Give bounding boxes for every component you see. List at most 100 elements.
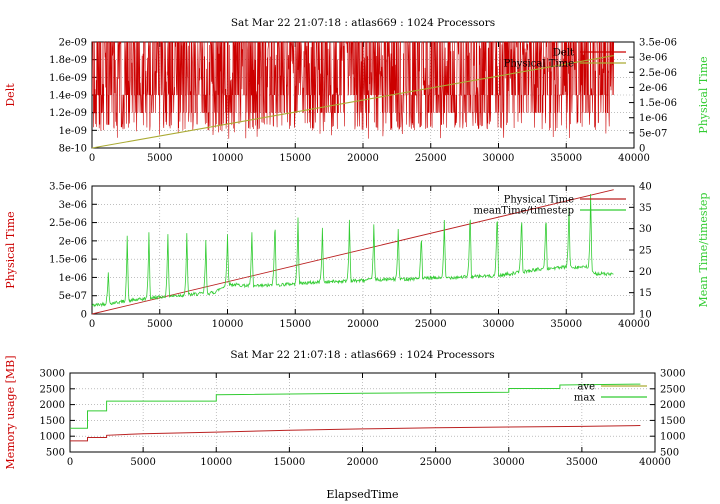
y-tick-label: 1500 bbox=[40, 416, 65, 427]
y-tick-label: 1.6e-09 bbox=[49, 73, 87, 84]
x-tick-label: 35000 bbox=[550, 153, 582, 164]
x-tick-label: 20000 bbox=[347, 153, 379, 164]
x-tick-label: 0 bbox=[89, 319, 95, 330]
y2-tick-label: 1500 bbox=[660, 416, 685, 427]
x-tick-label: 15000 bbox=[279, 319, 311, 330]
y2-tick-label: 2500 bbox=[660, 384, 685, 395]
chart-2: 0 5000 10000 15000 20000 25000 30000 35000 40000… bbox=[4, 182, 710, 331]
x-tick-label: 5000 bbox=[147, 153, 172, 164]
x-tick-label: 25000 bbox=[415, 153, 447, 164]
y2-tick-label: 35 bbox=[639, 203, 652, 214]
x-axis-label: ElapsedTime bbox=[326, 488, 398, 501]
x-tick-label: 15000 bbox=[273, 457, 305, 468]
y-tick-label: 1.2e-09 bbox=[49, 108, 87, 119]
y2-tick-label: 30 bbox=[639, 224, 652, 235]
series-delt bbox=[92, 41, 615, 139]
x-tick-label: 20000 bbox=[347, 319, 379, 330]
y2-tick-label: 2.5e-06 bbox=[639, 68, 677, 79]
series-physical-time bbox=[91, 189, 614, 315]
chart-title: Sat Mar 22 21:07:18 : atlas669 : 1024 Pr… bbox=[231, 17, 495, 29]
y2-tick-label: 2000 bbox=[660, 400, 685, 411]
y2-tick-label: 5e-07 bbox=[639, 128, 667, 139]
y2-axis-label: Mean Time/timestep bbox=[697, 193, 710, 308]
y-tick-label: 2500 bbox=[40, 384, 65, 395]
plot-frame bbox=[91, 185, 635, 315]
y2-tick-label: 500 bbox=[660, 448, 679, 459]
grid bbox=[70, 373, 655, 452]
x-tick-label: 15000 bbox=[279, 153, 311, 164]
chart-3: 0 5000 10000 15000 20000 25000 30000 35000 40000… bbox=[4, 349, 685, 501]
series-ave bbox=[70, 425, 641, 442]
y2-tick-label: 25 bbox=[639, 246, 652, 257]
x-tick-label: 10000 bbox=[200, 457, 232, 468]
y-tick-label: 3000 bbox=[40, 369, 65, 380]
y2-tick-label: 3.5e-06 bbox=[639, 38, 677, 49]
y-tick-label: 500 bbox=[46, 448, 65, 459]
x-tick-label: 30000 bbox=[483, 319, 515, 330]
y-tick-label: 8e-10 bbox=[59, 144, 87, 155]
y-tick-label: 2000 bbox=[40, 400, 65, 411]
grid bbox=[92, 186, 634, 314]
x-tick-label: 35000 bbox=[566, 457, 598, 468]
x-tick-label: 40000 bbox=[639, 457, 671, 468]
y-tick-label: 5e-07 bbox=[59, 291, 87, 302]
y-tick-label: 1.4e-09 bbox=[49, 91, 87, 102]
y2-tick-label: 20 bbox=[639, 267, 652, 278]
y2-tick-label: 3e-06 bbox=[639, 53, 667, 64]
x-tick-label: 40000 bbox=[618, 153, 650, 164]
y-tick-label: 1.8e-09 bbox=[49, 55, 87, 66]
plot-frame bbox=[69, 372, 656, 453]
legend-label: Physical Time bbox=[504, 59, 574, 70]
y-tick-label: 2e-09 bbox=[59, 38, 87, 49]
x-tick-label: 40000 bbox=[618, 319, 650, 330]
y2-tick-label: 1000 bbox=[660, 432, 685, 443]
y-tick-label: 0 bbox=[81, 310, 87, 321]
y-tick-label: 1.5e-06 bbox=[49, 255, 87, 266]
y2-tick-label: 10 bbox=[639, 310, 652, 321]
y-tick-label: 1000 bbox=[40, 432, 65, 443]
chart-1: 0 5000 10000 15000 20000 25000 30000 35000 40000… bbox=[4, 17, 710, 164]
legend-label: Physical Time bbox=[504, 195, 574, 206]
legend-label: max bbox=[574, 393, 595, 404]
y-tick-label: 2.5e-06 bbox=[49, 218, 87, 229]
series-mean-time bbox=[91, 193, 614, 308]
y-axis-label: Delt bbox=[4, 83, 17, 107]
legend-label: ave bbox=[577, 382, 595, 393]
y2-tick-label: 1.5e-06 bbox=[639, 98, 677, 109]
y-tick-label: 1e-06 bbox=[59, 273, 87, 284]
x-tick-label: 20000 bbox=[347, 457, 379, 468]
y-tick-label: 3e-06 bbox=[59, 200, 87, 211]
y2-axis-label: Physical Time bbox=[697, 56, 710, 133]
y-tick-label: 2e-06 bbox=[59, 236, 87, 247]
y2-tick-label: 0 bbox=[639, 144, 645, 155]
y2-tick-label: 1e-06 bbox=[639, 113, 667, 124]
x-tick-label: 10000 bbox=[212, 319, 244, 330]
y2-tick-label: 15 bbox=[639, 288, 652, 299]
y-axis-label: Physical Time bbox=[4, 211, 17, 288]
legend-label: Delt bbox=[553, 48, 574, 59]
y2-tick-label: 2e-06 bbox=[639, 83, 667, 94]
x-tick-label: 30000 bbox=[493, 457, 525, 468]
y2-tick-label: 40 bbox=[639, 182, 652, 193]
y-tick-label: 3.5e-06 bbox=[49, 182, 87, 193]
y2-tick-label: 3000 bbox=[660, 369, 685, 380]
legend-label: meanTime/timestep bbox=[473, 206, 574, 217]
x-tick-label: 35000 bbox=[550, 319, 582, 330]
x-tick-label: 10000 bbox=[212, 153, 244, 164]
y-tick-label: 1e-09 bbox=[59, 126, 87, 137]
x-tick-label: 25000 bbox=[420, 457, 452, 468]
x-tick-label: 0 bbox=[89, 153, 95, 164]
x-tick-label: 5000 bbox=[147, 319, 172, 330]
x-tick-label: 5000 bbox=[130, 457, 155, 468]
y-axis-label: Memory usage [MB] bbox=[4, 355, 17, 469]
chart-title: Sat Mar 22 21:07:18 : atlas669 : 1024 Pr… bbox=[230, 349, 494, 361]
series-max bbox=[70, 383, 641, 429]
x-tick-label: 25000 bbox=[415, 319, 447, 330]
x-tick-label: 30000 bbox=[483, 153, 515, 164]
series-physical-time bbox=[91, 55, 614, 149]
x-tick-label: 0 bbox=[67, 457, 73, 468]
